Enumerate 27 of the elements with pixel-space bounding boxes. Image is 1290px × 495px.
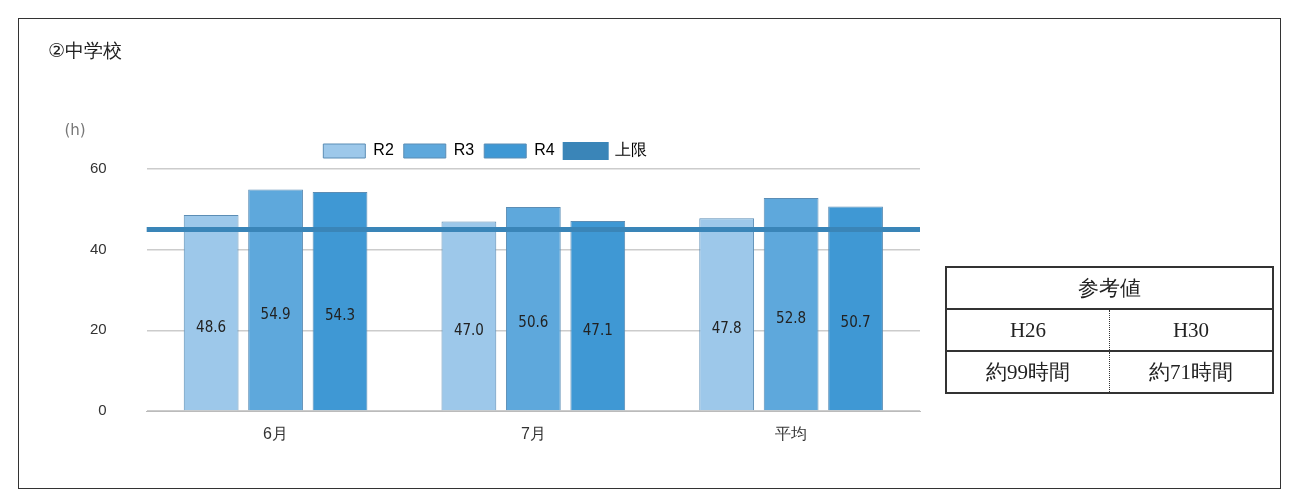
x-tick-label: 7月 xyxy=(520,425,546,443)
text: 約99時間 xyxy=(946,351,1110,393)
data-label: 54.9 xyxy=(260,304,291,323)
y-tick-label: 0 xyxy=(98,401,107,419)
y-axis-title: (h) xyxy=(64,120,86,139)
data-label: 47.1 xyxy=(582,320,613,339)
text: 約71時間 xyxy=(1109,351,1273,393)
text: 参考値 xyxy=(946,267,1273,309)
legend-label: R2 xyxy=(373,141,394,159)
y-tick-label: 40 xyxy=(90,239,107,257)
data-label: 54.3 xyxy=(324,306,356,325)
legend-label: 上限 xyxy=(614,141,647,159)
data-label: 50.7 xyxy=(840,313,871,332)
x-tick-label: 平均 xyxy=(775,425,808,443)
x-tick-label: 6月 xyxy=(263,425,289,443)
data-label: 48.6 xyxy=(196,317,227,336)
legend-label: R3 xyxy=(453,141,475,159)
data-label: 47.8 xyxy=(711,319,742,338)
data-label: 47.0 xyxy=(453,320,484,339)
text: H30 xyxy=(1109,309,1273,351)
y-tick-label: 20 xyxy=(90,320,107,338)
y-tick-label: 60 xyxy=(90,159,107,177)
text: H26 xyxy=(946,309,1110,351)
data-label: 52.8 xyxy=(776,309,807,328)
data-label: 50.6 xyxy=(518,313,549,332)
chart-title: ②中学校 xyxy=(48,38,123,63)
legend-label: R4 xyxy=(534,141,555,159)
